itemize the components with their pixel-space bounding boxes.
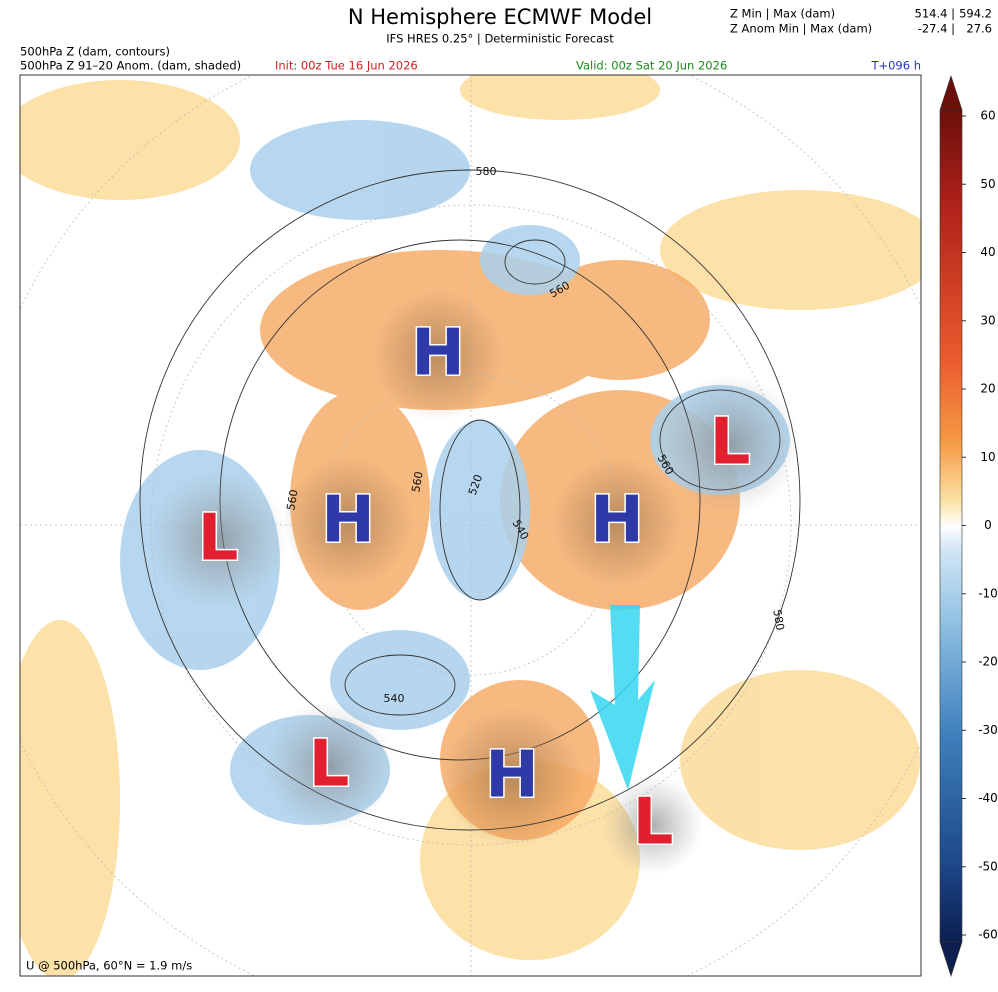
field-label: 500hPa Z 91–20 Anom. (dam, shaded) [20,59,241,73]
stat-min: -27.4 | [918,22,955,36]
colorbar-tick-label: 50 [980,177,995,191]
title: N Hemisphere ECMWF Model [348,5,652,29]
colorbar-tick-label: -50 [978,859,998,873]
colorbar-tick-label: -30 [978,723,998,737]
field-label: 500hPa Z (dam, contours) [20,45,170,59]
contour-label: 560 [409,470,425,493]
footnote: U @ 500hPa, 60°N = 1.9 m/s [26,959,192,973]
high-marker: H [321,484,375,558]
colorbar-tick-label: 20 [980,382,995,396]
contour-label: 580 [476,165,497,178]
init-time: Init: 00z Tue 16 Jun 2026 [275,59,418,73]
valid-time: Valid: 00z Sat 20 Jun 2026 [576,59,727,73]
colorbar-tick-label: 40 [980,245,995,259]
stat-min: 514.4 | [915,7,955,21]
subtitle: IFS HRES 0.25° | Deterministic Forecast [386,32,614,46]
low-marker: L [309,728,350,802]
colorbar-tick-label: -40 [978,791,998,805]
stat-label: Z Min | Max (dam) [730,7,835,21]
high-marker: H [590,484,644,558]
high-marker: H [485,739,539,813]
colorbar-tick-label: 0 [984,518,992,532]
colorbar-tick-label: -10 [978,586,998,600]
high-marker: H [411,317,465,391]
contour-label: 540 [384,692,405,705]
contour-label: 560 [284,488,300,511]
colorbar-tick-label: 10 [980,450,995,464]
colorbar-tick-label: 30 [980,313,995,327]
stat-max: 27.6 [966,22,992,36]
low-marker: L [198,502,239,576]
colorbar-tick-label: -60 [978,928,998,942]
low-marker: L [710,406,751,480]
colorbar-tick-label: 60 [980,109,995,123]
colorbar-tick-label: -20 [978,655,998,669]
lead-time: T+096 h [870,59,921,73]
low-marker: L [633,786,674,860]
contour-label: 580 [770,608,786,631]
map-frame [19,74,922,977]
stat-max: 594.2 [959,7,992,21]
colorbar [939,75,963,977]
map [20,75,921,976]
stat-label: Z Anom Min | Max (dam) [730,22,872,36]
